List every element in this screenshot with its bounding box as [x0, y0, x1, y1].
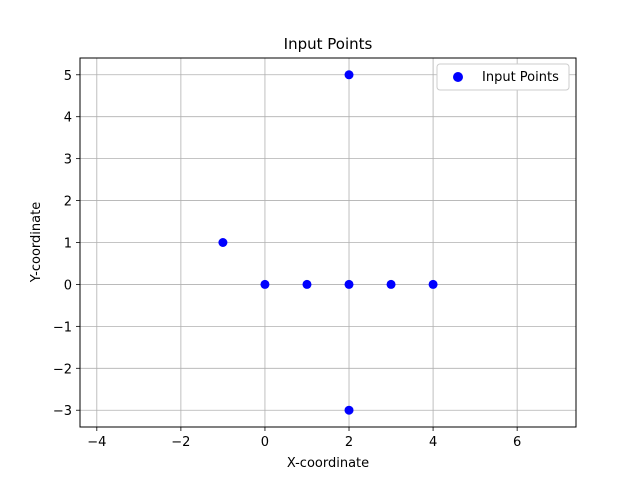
data-point	[218, 238, 228, 247]
data-points	[218, 70, 438, 415]
grid	[80, 58, 576, 427]
x-tick-label: −4	[87, 435, 106, 450]
y-tick-label: 0	[64, 278, 72, 293]
axis-ticks: −4 −2 0 2 4 6 −3 −2 −1 0 1 2 3 4 5	[53, 69, 521, 450]
data-point	[428, 279, 438, 289]
legend: Input Points	[436, 63, 570, 91]
x-axis-label: X-coordinate	[287, 456, 369, 471]
x-tick-label: 6	[513, 435, 521, 450]
data-point	[386, 279, 396, 289]
y-tick-label: 3	[64, 153, 72, 168]
x-tick-label: 4	[429, 435, 437, 450]
x-tick-label: 0	[261, 435, 269, 450]
y-tick-label: −3	[53, 404, 72, 419]
y-axis-label: Y-coordinate	[29, 202, 44, 283]
legend-marker	[453, 72, 463, 82]
data-point	[344, 70, 354, 80]
legend-label: Input Points	[482, 70, 559, 85]
y-tick-label: 5	[64, 69, 72, 84]
legend-box	[436, 63, 570, 91]
y-tick-label: 1	[64, 237, 72, 252]
x-tick-label: 2	[345, 435, 353, 450]
data-point	[344, 405, 354, 415]
data-point	[302, 279, 312, 289]
y-tick-label: 2	[64, 195, 72, 210]
data-point	[260, 279, 270, 289]
x-tick-label: −2	[171, 435, 190, 450]
y-tick-label: 4	[64, 111, 72, 126]
chart-title: Input Points	[284, 35, 373, 53]
y-tick-label: −2	[53, 362, 72, 377]
y-tick-label: −1	[53, 320, 72, 335]
data-point	[344, 279, 354, 289]
